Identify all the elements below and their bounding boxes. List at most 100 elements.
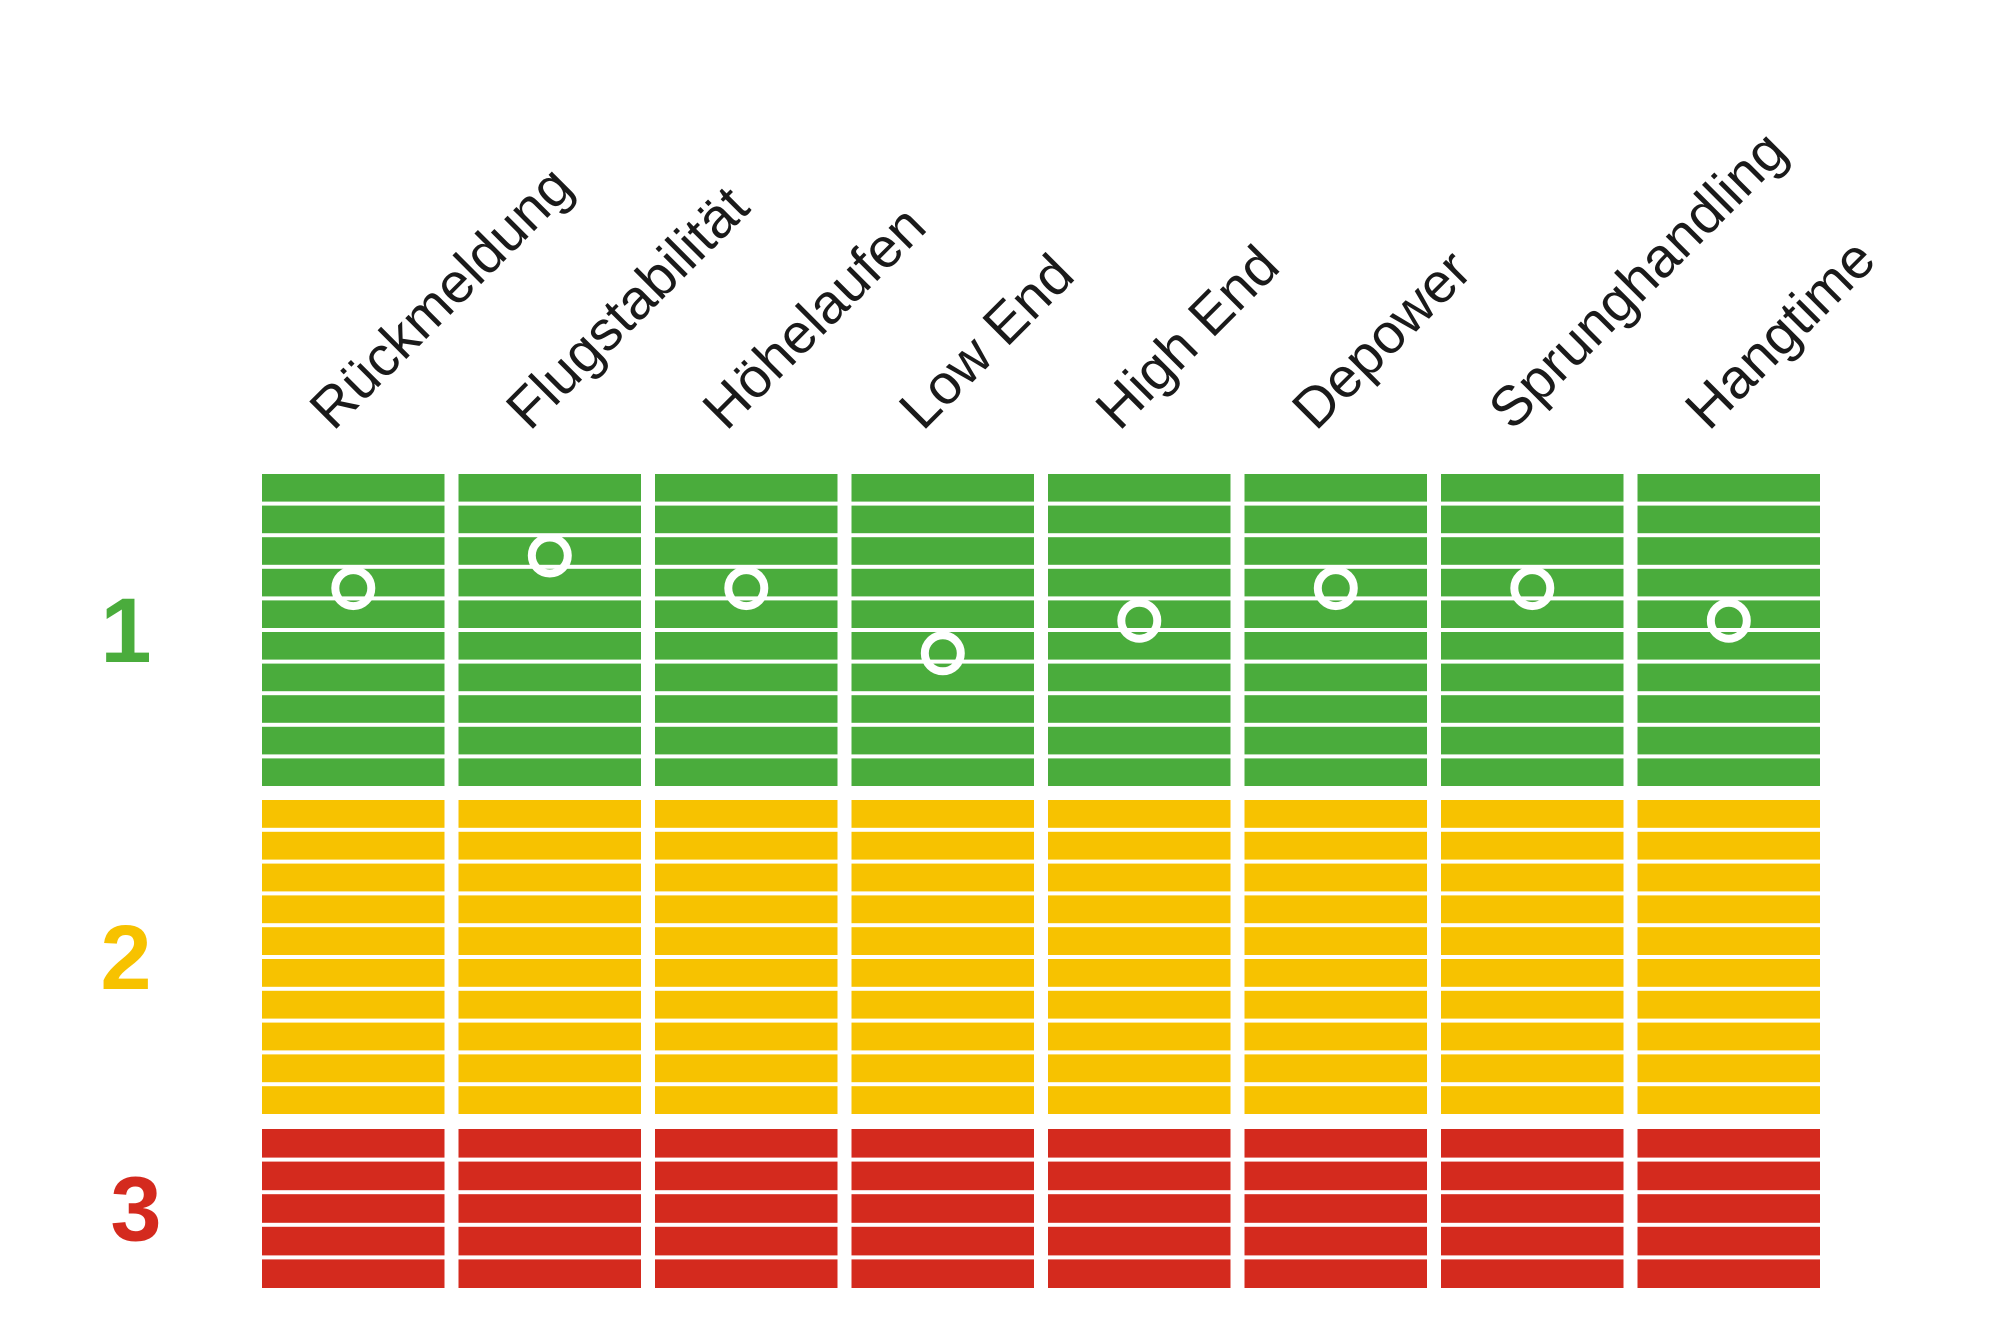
zone-2-cell-stripe <box>655 800 838 828</box>
zone-2-cell-stripe <box>1048 959 1231 987</box>
zone-2-cell-stripe <box>1048 1054 1231 1083</box>
zone-3-cell-stripe <box>262 1226 445 1256</box>
zone-2-cell-stripe <box>1637 831 1820 860</box>
zone-3-cell-stripe <box>1637 1259 1820 1288</box>
zone-2-cell-stripe <box>1441 831 1624 860</box>
zone-2-cell-stripe <box>1244 863 1427 892</box>
zone-1-cell-stripe <box>851 505 1034 534</box>
zone-2-cell-stripe <box>851 927 1034 955</box>
zone-2-cell-stripe <box>1244 1086 1427 1114</box>
zone-1-cell-stripe <box>1244 695 1427 723</box>
zone-3-cell-stripe <box>851 1259 1034 1288</box>
zone-label-2: 2 <box>100 907 151 1009</box>
zone-2-cell-stripe <box>655 959 838 987</box>
zone-2-cell-stripe <box>458 831 641 860</box>
zone-1-cell-stripe <box>1637 537 1820 565</box>
zone-1-cell-stripe <box>1441 537 1624 565</box>
zone-2-cell-stripe <box>458 959 641 987</box>
zone-2-cell-stripe <box>1637 863 1820 892</box>
zone-1-cell-stripe <box>1048 568 1231 597</box>
rating-markers <box>331 533 1751 676</box>
rating-marker <box>724 566 769 611</box>
zone-3-cell-stripe <box>1048 1161 1231 1191</box>
zone-2-cell-stripe <box>1048 800 1231 828</box>
zone-1-cell-stripe <box>1637 474 1820 502</box>
zone-labels: 1 2 3 <box>100 580 161 1261</box>
zone-2-cell-stripe <box>262 927 445 955</box>
zone-1-cell-stripe <box>1637 663 1820 692</box>
zone-2-cell-stripe <box>1441 959 1624 987</box>
zone-2-cell-stripe <box>1048 1086 1231 1114</box>
zone-2-cell-stripe <box>1441 863 1624 892</box>
zone-1-cell-stripe <box>458 663 641 692</box>
zone-2-cell-stripe <box>1637 800 1820 828</box>
zone-3-cell-stripe <box>1048 1129 1231 1158</box>
zone-1-cell-stripe <box>1048 663 1231 692</box>
zone-1-cell-stripe <box>1441 758 1624 786</box>
zone-1-cell-stripe <box>458 726 641 755</box>
zone-1-cell-stripe <box>851 726 1034 755</box>
zone-2-cell-stripe <box>262 895 445 924</box>
zone-3-cell-stripe <box>262 1259 445 1288</box>
rating-marker <box>1706 598 1751 643</box>
zone-3-cell-stripe <box>262 1161 445 1191</box>
zone-1-cell-stripe <box>1637 568 1820 597</box>
zone-2-cell-stripe <box>655 927 838 955</box>
zone-3-cell-stripe <box>851 1226 1034 1256</box>
zone-1-cell-stripe <box>262 474 445 502</box>
category-label: High End <box>1083 233 1290 440</box>
zone-2-cell-stripe <box>655 831 838 860</box>
zone-2-cell-stripe <box>1048 895 1231 924</box>
zone-3-cell-stripe <box>1048 1259 1231 1288</box>
zone-3-cell-stripe <box>458 1226 641 1256</box>
zone-1-cell-stripe <box>655 726 838 755</box>
zone-1-cell-stripe <box>262 758 445 786</box>
zone-1-cell-stripe <box>1441 505 1624 534</box>
zone-2-cell-stripe <box>458 895 641 924</box>
zone-1-cell-stripe <box>851 474 1034 502</box>
zone-2-cell-stripe <box>1048 927 1231 955</box>
zone-1-cell-stripe <box>1441 695 1624 723</box>
zone-3-cell-stripe <box>1637 1161 1820 1191</box>
rating-marker <box>920 631 965 676</box>
zone-3-cell-stripe <box>1441 1161 1624 1191</box>
zone-2-cell-stripe <box>655 1022 838 1051</box>
zone-2-cell-stripe <box>1244 895 1427 924</box>
zone-2-cell-stripe <box>1637 895 1820 924</box>
rating-marker <box>1313 566 1358 611</box>
zone-2-cell-stripe <box>655 1086 838 1114</box>
zone-1-cell-stripe <box>851 600 1034 628</box>
zone-label-1: 1 <box>100 580 151 682</box>
zone-2-cell-stripe <box>1637 927 1820 955</box>
zone-3-cell-stripe <box>1244 1161 1427 1191</box>
zone-1-cell-stripe <box>1637 505 1820 534</box>
zone-3-cell-stripe <box>1441 1259 1624 1288</box>
zone-3-cell-stripe <box>1048 1226 1231 1256</box>
zone-2-cell-stripe <box>1244 990 1427 1019</box>
zone-2-cell-stripe <box>262 800 445 828</box>
zone-3-cell-stripe <box>851 1129 1034 1158</box>
zone-1-cell-stripe <box>458 632 641 660</box>
zone-2-cell-stripe <box>262 831 445 860</box>
zone-2-cell-stripe <box>1244 927 1427 955</box>
zone-1-cell-stripe <box>655 474 838 502</box>
zone-1-cell-stripe <box>1441 632 1624 660</box>
zone-2-cell-stripe <box>458 990 641 1019</box>
zone-2-cell-stripe <box>1048 831 1231 860</box>
zone-label-3: 3 <box>110 1159 161 1261</box>
zone-2-cell-stripe <box>1244 831 1427 860</box>
zone-2-cell-stripe <box>1637 990 1820 1019</box>
zone-1-cell-stripe <box>262 505 445 534</box>
zone-2-cell-stripe <box>851 959 1034 987</box>
zone-2-cell-stripe <box>655 895 838 924</box>
zone-2-cell-stripe <box>262 990 445 1019</box>
zone-2-cell-stripe <box>1244 959 1427 987</box>
zone-2-cell-stripe <box>1441 927 1624 955</box>
zone-1-cell-stripe <box>1048 505 1231 534</box>
zone-2-cell-stripe <box>1441 895 1624 924</box>
zone-1-cell-stripe <box>1441 726 1624 755</box>
zone-1-cell-stripe <box>458 695 641 723</box>
zone-2-cell-stripe <box>851 1022 1034 1051</box>
zone-2-cell-stripe <box>1244 1022 1427 1051</box>
zone-3-cell-stripe <box>1637 1226 1820 1256</box>
